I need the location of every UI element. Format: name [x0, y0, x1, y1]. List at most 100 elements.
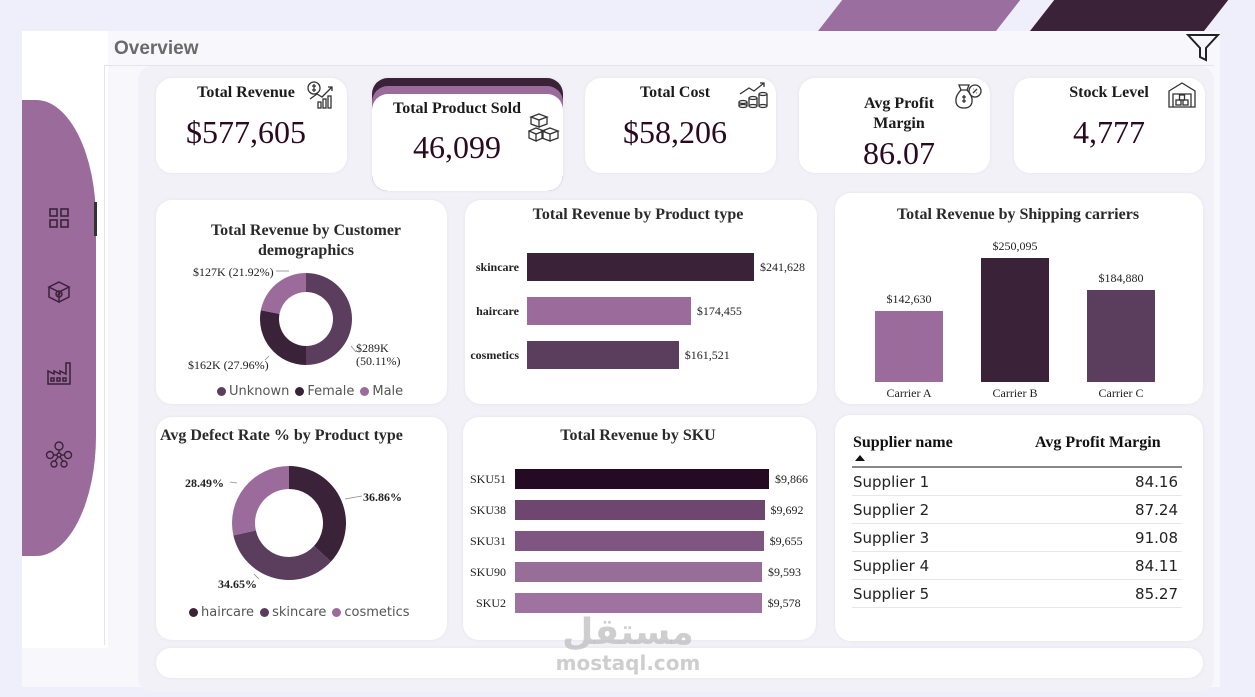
column[interactable] — [981, 258, 1049, 382]
bottom-panel — [156, 648, 1203, 678]
chart-card-sku: Total Revenue by SKU SKU51 $9,866 SKU38 $9,… — [463, 417, 816, 640]
kpi-card-stock-level: Stock Level 4,777 — [1014, 78, 1205, 173]
donut-slice[interactable] — [306, 273, 352, 365]
donut-slice[interactable] — [289, 466, 346, 562]
kpi-card-total-revenue: Total Revenue $577,605 — [156, 78, 347, 173]
data-label: $9,593 — [767, 565, 801, 579]
kpi-label: Stock Level — [1069, 84, 1149, 101]
donut-chart — [260, 273, 352, 365]
kpi-label-line1: Avg Profit — [863, 95, 935, 112]
column-header-supplier-name[interactable]: Supplier name — [853, 434, 953, 451]
supplier-name-cell: Supplier 1 — [853, 473, 930, 491]
sidebar — [22, 100, 96, 556]
kpi-label: Total Product Sold — [392, 100, 522, 117]
donut-chart — [232, 466, 346, 580]
chart-title-line1: Total Revenue by Customer — [210, 222, 402, 239]
bar[interactable] — [527, 253, 754, 281]
supplier-table-card — [835, 415, 1203, 641]
data-label: $142,630 — [886, 292, 932, 307]
column-header-avg-profit-margin[interactable]: Avg Profit Margin — [1035, 434, 1161, 451]
data-label: $241,628 — [760, 260, 805, 274]
profit-margin-cell: 84.16 — [1135, 473, 1178, 491]
kpi-value: 4,777 — [1073, 114, 1145, 150]
kpi-card-avg-profit-margin: Avg Profit Margin 86.07 — [799, 78, 990, 173]
legend-item[interactable]: cosmetics — [332, 605, 410, 620]
data-label: $161,521 — [684, 348, 730, 362]
divider — [104, 65, 1214, 66]
chart-title: Total Revenue by Product type — [532, 206, 744, 223]
legend-item[interactable]: skincare — [260, 605, 326, 620]
warehouse-icon — [1168, 82, 1196, 108]
data-label: $184,880 — [1098, 271, 1144, 286]
data-label: $9,655 — [769, 534, 803, 548]
donut-slice[interactable] — [232, 466, 289, 536]
product-box-icon[interactable] — [44, 277, 74, 307]
sort-ascending-icon[interactable] — [855, 455, 865, 461]
bar[interactable] — [527, 297, 691, 325]
data-label: $250,095 — [992, 239, 1038, 253]
coins-chart-icon — [738, 82, 768, 109]
bar[interactable] — [515, 469, 769, 489]
table-row[interactable]: Supplier 4 84.11 — [852, 552, 1182, 580]
table-row[interactable]: Supplier 1 84.16 — [852, 468, 1182, 496]
table-row[interactable]: Supplier 2 87.24 — [852, 496, 1182, 524]
data-label: $9,578 — [767, 596, 801, 610]
slice-label-haircare: 36.86% — [363, 490, 402, 504]
decor-stripe-dark — [1030, 0, 1229, 31]
bar[interactable] — [515, 562, 762, 582]
kpi-value: $577,605 — [186, 114, 306, 150]
nav-active-indicator — [94, 202, 97, 236]
chart-card-defect-rate: Avg Defect Rate % by Product type 36.86%… — [156, 417, 447, 640]
donut-slice[interactable] — [260, 310, 306, 365]
legend-item[interactable]: haircare — [189, 605, 254, 620]
table-row[interactable]: Supplier 5 85.27 — [852, 580, 1182, 608]
supplier-name-cell: Supplier 3 — [853, 529, 930, 547]
chart-card-shipping-carriers: Total Revenue by Shipping carriers $142,… — [835, 193, 1203, 404]
table-row[interactable]: Supplier 3 91.08 — [852, 524, 1182, 552]
supplier-name-cell: Supplier 2 — [853, 501, 930, 519]
category-label: Carrier B — [992, 386, 1038, 400]
divider — [104, 65, 105, 645]
kpi-label-line2: Margin — [873, 115, 925, 132]
boxes-icon — [528, 113, 560, 142]
chart-title: Total Revenue by SKU — [560, 427, 716, 444]
slice-label-skincare: 34.65% — [218, 577, 257, 591]
factory-icon[interactable] — [44, 358, 74, 388]
legend-item[interactable]: Female — [295, 384, 354, 399]
data-label: $174,455 — [696, 304, 742, 318]
supplier-name-cell: Supplier 5 — [853, 585, 930, 603]
category-label: SKU38 — [469, 503, 506, 517]
supply-network-icon[interactable] — [44, 439, 74, 469]
donut-slice[interactable] — [233, 530, 331, 580]
filter-icon[interactable] — [1185, 33, 1221, 68]
bar[interactable] — [527, 341, 679, 369]
bar[interactable] — [515, 531, 764, 551]
profit-margin-cell: 84.11 — [1135, 557, 1178, 575]
watermark-arabic: مستقل — [562, 612, 694, 653]
chart-legend: haircare skincare cosmetics — [189, 605, 410, 620]
column[interactable] — [1087, 290, 1155, 382]
profit-margin-cell: 91.08 — [1135, 529, 1178, 547]
decor-stripe-light — [818, 0, 1021, 31]
kpi-label: Total Revenue — [197, 84, 295, 101]
slice-label-unknown: $289K — [356, 341, 389, 355]
category-label: SKU2 — [475, 596, 506, 610]
category-label: skincare — [475, 260, 519, 274]
kpi-label: Total Cost — [639, 84, 711, 101]
chart-title-line2: demographics — [258, 242, 354, 259]
watermark-latin: mostaql.com — [555, 651, 701, 675]
kpi-value: 86.07 — [863, 135, 935, 171]
supplier-name-cell: Supplier 4 — [853, 557, 930, 575]
legend-item[interactable]: Unknown — [217, 384, 289, 399]
dashboard-icon[interactable] — [44, 203, 74, 233]
watermark: مستقل mostaql.com — [548, 612, 708, 676]
bar[interactable] — [515, 500, 765, 520]
column[interactable] — [875, 311, 943, 382]
leader-lines — [229, 481, 363, 580]
category-label: cosmetics — [470, 348, 519, 362]
chart-legend: Unknown Female Male — [217, 384, 403, 399]
donut-slice[interactable] — [260, 273, 306, 314]
legend-item[interactable]: Male — [360, 384, 403, 399]
bar[interactable] — [515, 593, 762, 613]
page-title: Overview — [114, 38, 199, 59]
